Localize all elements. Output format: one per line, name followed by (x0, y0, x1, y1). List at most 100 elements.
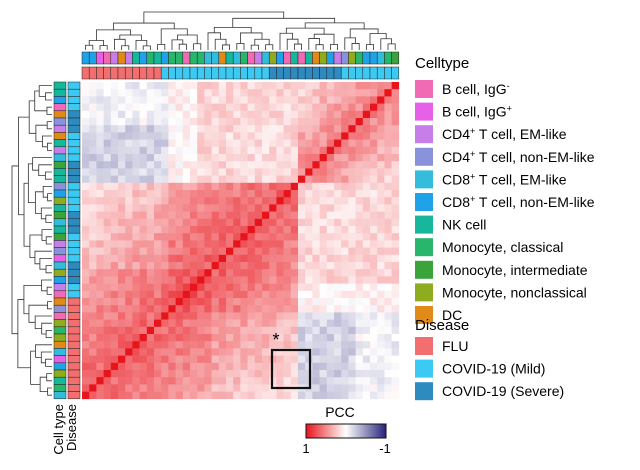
heatmap-cell (298, 168, 306, 176)
heatmap-cell (175, 262, 184, 270)
heatmap-cell (139, 154, 148, 162)
heatmap-cell (161, 82, 169, 90)
heatmap-cell (355, 362, 364, 371)
heatmap-cell (96, 269, 104, 277)
heatmap-cell (362, 312, 371, 320)
heatmap-cell (269, 319, 277, 328)
heatmap-cell (168, 103, 176, 112)
row-disease-annotation (67, 276, 81, 284)
row-disease-annotation (67, 168, 81, 176)
heatmap-cell (89, 348, 97, 356)
heatmap-cell (370, 182, 378, 191)
heatmap-cell (370, 139, 378, 148)
heatmap-cell (377, 132, 385, 140)
heatmap-cell (262, 305, 270, 313)
heatmap-cell (362, 197, 371, 205)
heatmap-cell (218, 348, 227, 356)
heatmap-cell (377, 82, 385, 90)
heatmap-cell (211, 161, 220, 169)
heatmap-cell (125, 197, 133, 205)
row-celltype-annotation (53, 290, 67, 299)
heatmap-cell (103, 276, 112, 284)
heatmap-cell (384, 290, 392, 299)
heatmap-cell (334, 326, 342, 335)
heatmap-cell (341, 89, 349, 97)
heatmap-cell (341, 262, 349, 270)
heatmap-cell (118, 326, 126, 335)
heatmap-cell (197, 326, 205, 335)
heatmap-cell (276, 168, 284, 176)
legend-swatch-celltype (415, 125, 433, 144)
heatmap-cell (118, 154, 126, 162)
heatmap-cell (197, 139, 205, 148)
heatmap-cell (319, 247, 328, 256)
heatmap-cell (161, 139, 169, 148)
heatmap-cell (276, 254, 284, 263)
heatmap-cell (132, 175, 140, 184)
heatmap-cell (110, 254, 119, 263)
heatmap-cell (290, 370, 299, 378)
heatmap-cell (276, 312, 284, 320)
row-celltype-annotation (53, 160, 67, 169)
heatmap-cell (125, 319, 133, 328)
heatmap-cell (247, 146, 256, 155)
dendrogram-branch (99, 45, 108, 50)
heatmap-cell (298, 118, 306, 126)
heatmap-cell (82, 146, 90, 155)
heatmap-cell (82, 334, 90, 342)
heatmap-cell (269, 125, 277, 133)
heatmap-cell (391, 110, 400, 119)
heatmap-cell (377, 326, 385, 335)
heatmap-cell (182, 319, 191, 328)
heatmap-cell (146, 139, 155, 148)
heatmap-cell (326, 326, 335, 335)
row-disease-annotation (67, 81, 81, 90)
col-celltype-annotation (247, 51, 256, 65)
heatmap-cell (233, 290, 241, 299)
heatmap-cell (182, 118, 191, 126)
heatmap-cell (154, 218, 162, 227)
heatmap-cell (132, 132, 140, 140)
heatmap-cell (254, 139, 263, 148)
heatmap-cell (362, 240, 371, 248)
heatmap-cell (384, 391, 392, 400)
heatmap-cell (355, 384, 364, 392)
heatmap-cell (326, 240, 335, 248)
heatmap-cell (312, 175, 320, 184)
heatmap-cell (226, 168, 234, 176)
heatmap-cell (290, 247, 299, 256)
heatmap-cell (118, 269, 126, 277)
heatmap-cell (190, 334, 198, 342)
heatmap-cell (82, 341, 90, 349)
heatmap-cell (391, 341, 400, 349)
heatmap-cell (204, 334, 212, 342)
heatmap-cell (319, 154, 328, 162)
heatmap-cell (290, 89, 299, 97)
heatmap-cell (269, 218, 277, 227)
heatmap-cell (290, 82, 299, 90)
heatmap-cell (348, 233, 356, 241)
heatmap-cell (190, 96, 198, 104)
heatmap-cell (341, 190, 349, 198)
heatmap-cell (290, 146, 299, 155)
dendrogram-branch (121, 45, 130, 50)
heatmap-cell (341, 82, 349, 90)
heatmap-cell (146, 370, 155, 378)
col-disease-annotation (124, 66, 133, 80)
heatmap-cell (312, 190, 320, 198)
heatmap-cell (146, 82, 155, 90)
heatmap-cell (283, 362, 292, 371)
dendrogram-branch (27, 163, 36, 203)
heatmap-cell (254, 362, 263, 371)
col-celltype-annotation (240, 51, 248, 65)
heatmap-cell (197, 355, 205, 364)
heatmap-cell (218, 89, 227, 97)
row-celltype-annotation (53, 384, 67, 392)
heatmap-cell (326, 182, 335, 191)
heatmap-cell (326, 334, 335, 342)
heatmap-cell (290, 254, 299, 263)
heatmap-cell (348, 226, 356, 234)
heatmap-cell (161, 161, 169, 169)
heatmap-cell (197, 334, 205, 342)
heatmap-cell (370, 391, 378, 400)
